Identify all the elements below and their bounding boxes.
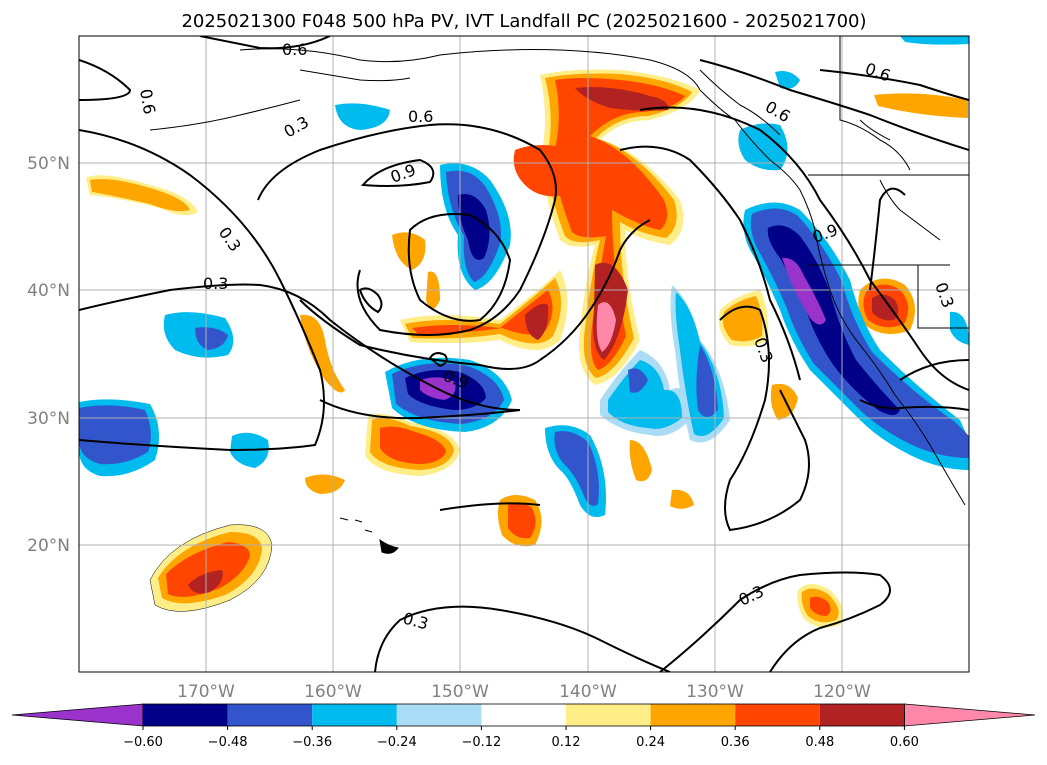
coastlines bbox=[149, 36, 969, 554]
colorbar-tick-label: 0.48 bbox=[805, 735, 834, 750]
lon-tick-label: 120°W bbox=[813, 682, 871, 702]
lat-tick-label: 20°N bbox=[27, 536, 70, 556]
colorbar-segment bbox=[143, 704, 228, 726]
map-border bbox=[78, 35, 970, 673]
colorbar-tick-label: 0.12 bbox=[552, 735, 581, 750]
colorbar-segment bbox=[819, 704, 905, 726]
lon-tick-label: 170°W bbox=[177, 682, 235, 702]
pc-shading-positive bbox=[86, 69, 968, 628]
colorbar-segment bbox=[650, 704, 736, 726]
colorbar-tick-label: −0.12 bbox=[461, 735, 501, 750]
lon-tick-label: 130°W bbox=[686, 682, 744, 702]
colorbar: −0.60 −0.48 −0.36 −0.24 −0.12 0.12 0.24 0.36 0.4… bbox=[11, 703, 1036, 750]
lon-tick-label: 150°W bbox=[431, 682, 489, 702]
lon-tick-labels: 170°W 160°W 150°W 140°W 130°W 120°W bbox=[177, 682, 871, 702]
colorbar-tick-label: 0.60 bbox=[890, 735, 919, 750]
contour-label: 0.6 bbox=[282, 40, 307, 59]
colorbar-tick-label: 0.36 bbox=[721, 735, 750, 750]
map-content: 0.6 0.6 0.6 0.6 0.6 0.3 0.3 0.3 0.3 0.3 … bbox=[79, 36, 969, 672]
lat-tick-label: 50°N bbox=[27, 154, 70, 174]
colorbar-segment bbox=[396, 704, 482, 726]
contour-label: 0.6 bbox=[136, 87, 159, 115]
colorbar-extend-low bbox=[11, 703, 144, 727]
colorbar-segment bbox=[566, 704, 651, 726]
lat-tick-label: 30°N bbox=[27, 409, 70, 429]
colorbar-tick-label: −0.60 bbox=[123, 735, 163, 750]
lon-tick-label: 140°W bbox=[559, 682, 617, 702]
colorbar-tick-label: −0.48 bbox=[208, 735, 248, 750]
gridlines bbox=[79, 36, 969, 672]
colorbar-tick-label: −0.24 bbox=[377, 735, 417, 750]
contour-label: 0.6 bbox=[408, 107, 433, 126]
chart-title: 2025021300 F048 500 hPa PV, IVT Landfall… bbox=[181, 11, 866, 32]
colorbar-tick-label: 0.24 bbox=[636, 735, 665, 750]
colorbar-border bbox=[142, 703, 905, 727]
lat-tick-labels: 50°N 40°N 30°N 20°N bbox=[27, 154, 70, 556]
lon-tick-label: 160°W bbox=[304, 682, 362, 702]
lat-tick-label: 40°N bbox=[27, 281, 70, 301]
pv-contours bbox=[79, 36, 969, 672]
colorbar-segment bbox=[227, 704, 313, 726]
colorbar-tick-label: −0.36 bbox=[292, 735, 332, 750]
colorbar-segment bbox=[735, 704, 820, 726]
colorbar-extend-high bbox=[904, 703, 1036, 727]
contour-label: 0.3 bbox=[203, 274, 228, 293]
colorbar-segment bbox=[481, 704, 566, 726]
colorbar-segment bbox=[312, 704, 397, 726]
